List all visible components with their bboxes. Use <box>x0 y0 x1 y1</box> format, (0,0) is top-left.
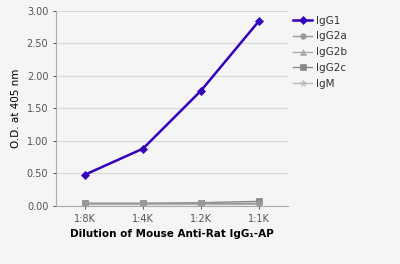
Line: IgG2a: IgG2a <box>82 201 262 206</box>
IgG2a <box>82 202 87 205</box>
Line: IgG1: IgG1 <box>82 18 262 177</box>
Line: IgM: IgM <box>82 200 262 208</box>
IgG1 <box>141 147 146 150</box>
X-axis label: Dilution of Mouse Anti-Rat IgG₁-AP: Dilution of Mouse Anti-Rat IgG₁-AP <box>70 229 274 239</box>
Line: IgG2b: IgG2b <box>82 201 262 206</box>
IgG2b <box>141 202 146 205</box>
IgG2a <box>257 202 262 205</box>
IgG2b <box>257 202 262 205</box>
IgM <box>82 202 87 206</box>
IgG2c <box>82 202 87 205</box>
IgG2c <box>257 200 262 203</box>
IgG1 <box>199 89 204 92</box>
IgG2c <box>141 202 146 205</box>
IgM <box>141 202 146 206</box>
IgG1 <box>82 173 87 176</box>
IgG2a <box>141 202 146 205</box>
Line: IgG2c: IgG2c <box>82 199 262 206</box>
IgG2b <box>82 202 87 205</box>
IgG1 <box>257 19 262 22</box>
IgG2b <box>199 202 204 205</box>
IgG2c <box>199 201 204 204</box>
IgM <box>257 202 262 206</box>
Y-axis label: O.D. at 405 nm: O.D. at 405 nm <box>11 69 21 148</box>
Legend: IgG1, IgG2a, IgG2b, IgG2c, IgM: IgG1, IgG2a, IgG2b, IgG2c, IgM <box>293 16 347 89</box>
IgG2a <box>199 202 204 205</box>
IgM <box>199 202 204 206</box>
